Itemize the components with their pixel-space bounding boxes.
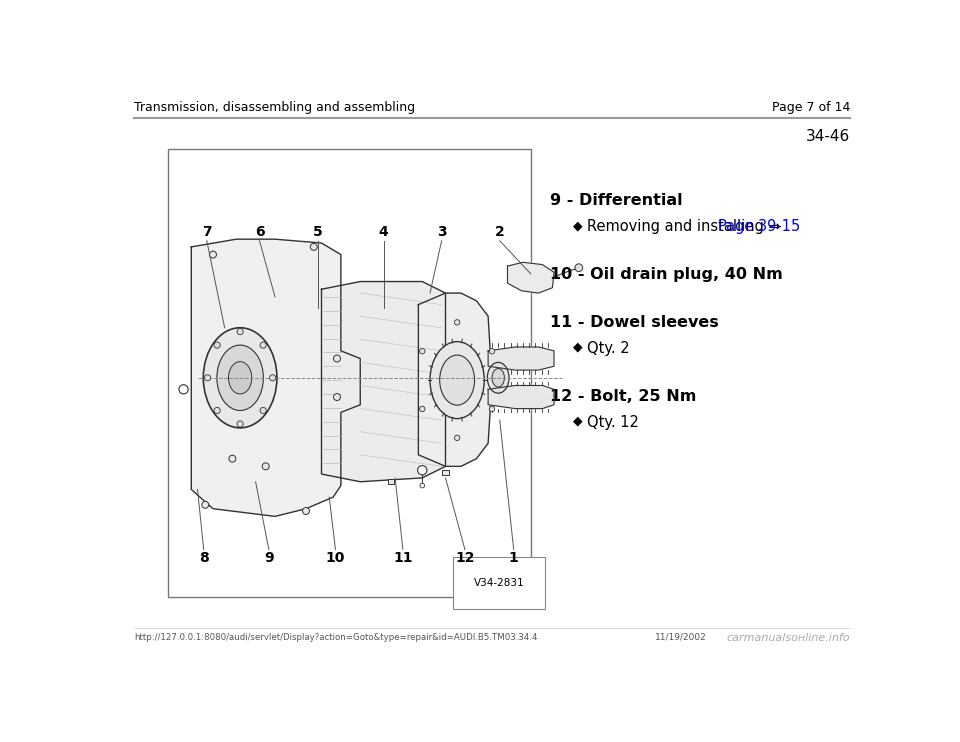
Circle shape [575,264,583,272]
Circle shape [420,407,425,412]
Circle shape [333,355,341,362]
Circle shape [209,251,217,258]
Text: Page 39-15: Page 39-15 [717,219,800,234]
Circle shape [237,421,243,427]
Text: 4: 4 [378,225,389,239]
Circle shape [490,349,494,354]
Text: 12: 12 [455,551,474,565]
Ellipse shape [204,328,276,428]
Text: http://127.0.0.1:8080/audi/servlet/Display?action=Goto&type=repair&id=AUDI.B5.TM: http://127.0.0.1:8080/audi/servlet/Displ… [134,633,538,642]
Text: 5: 5 [313,225,323,239]
Circle shape [202,502,208,508]
Circle shape [204,375,210,381]
Circle shape [260,407,266,413]
Circle shape [302,508,309,514]
Circle shape [454,435,460,441]
Circle shape [420,483,424,488]
Ellipse shape [217,345,263,410]
Ellipse shape [492,369,504,387]
Polygon shape [488,386,554,409]
Text: ◆: ◆ [573,219,583,232]
Text: 3: 3 [437,225,446,239]
Text: 8: 8 [199,551,208,565]
Text: Qty. 12: Qty. 12 [588,415,639,430]
Text: 1: 1 [509,551,518,565]
Circle shape [179,384,188,394]
Text: V34-2831: V34-2831 [474,578,524,588]
Circle shape [270,375,276,381]
Text: carmanualsонline.info: carmanualsонline.info [727,633,850,643]
Text: 10: 10 [325,551,346,565]
Text: Transmission, disassembling and assembling: Transmission, disassembling and assembli… [134,102,415,114]
Circle shape [237,329,243,335]
Circle shape [418,465,427,475]
Ellipse shape [440,355,474,405]
Text: 2: 2 [494,225,505,239]
Ellipse shape [430,341,484,418]
Text: 11 - Dowel sleeves: 11 - Dowel sleeves [550,315,719,329]
Circle shape [214,342,220,348]
Circle shape [260,342,266,348]
Polygon shape [191,239,360,516]
Text: Qty. 2: Qty. 2 [588,341,630,356]
Ellipse shape [488,362,509,393]
Bar [443,470,448,475]
Ellipse shape [228,361,252,394]
Text: ◆: ◆ [573,415,583,427]
Text: ◆: ◆ [573,341,583,354]
Text: Removing and installing ⇒: Removing and installing ⇒ [588,219,785,234]
Polygon shape [508,262,554,293]
Text: 9: 9 [264,551,274,565]
Text: Page 7 of 14: Page 7 of 14 [772,102,850,114]
Polygon shape [488,347,554,370]
Circle shape [420,349,425,354]
Circle shape [454,320,460,325]
Text: 11: 11 [394,551,413,565]
Circle shape [490,407,494,412]
Circle shape [262,463,269,470]
Text: 12 - Bolt, 25 Nm: 12 - Bolt, 25 Nm [550,389,697,404]
Text: 6: 6 [254,225,264,239]
Text: 7: 7 [202,225,211,239]
Polygon shape [322,281,445,482]
Bar [388,479,395,484]
Text: 34-46: 34-46 [805,129,850,144]
Circle shape [228,455,236,462]
Circle shape [333,393,341,401]
Text: 9 - Differential: 9 - Differential [550,193,683,208]
Polygon shape [419,293,492,466]
Text: 11/19/2002: 11/19/2002 [655,633,707,642]
Circle shape [214,407,220,413]
Text: 10 - Oil drain plug, 40 Nm: 10 - Oil drain plug, 40 Nm [550,267,782,282]
Bar [168,149,531,597]
Circle shape [310,243,317,250]
